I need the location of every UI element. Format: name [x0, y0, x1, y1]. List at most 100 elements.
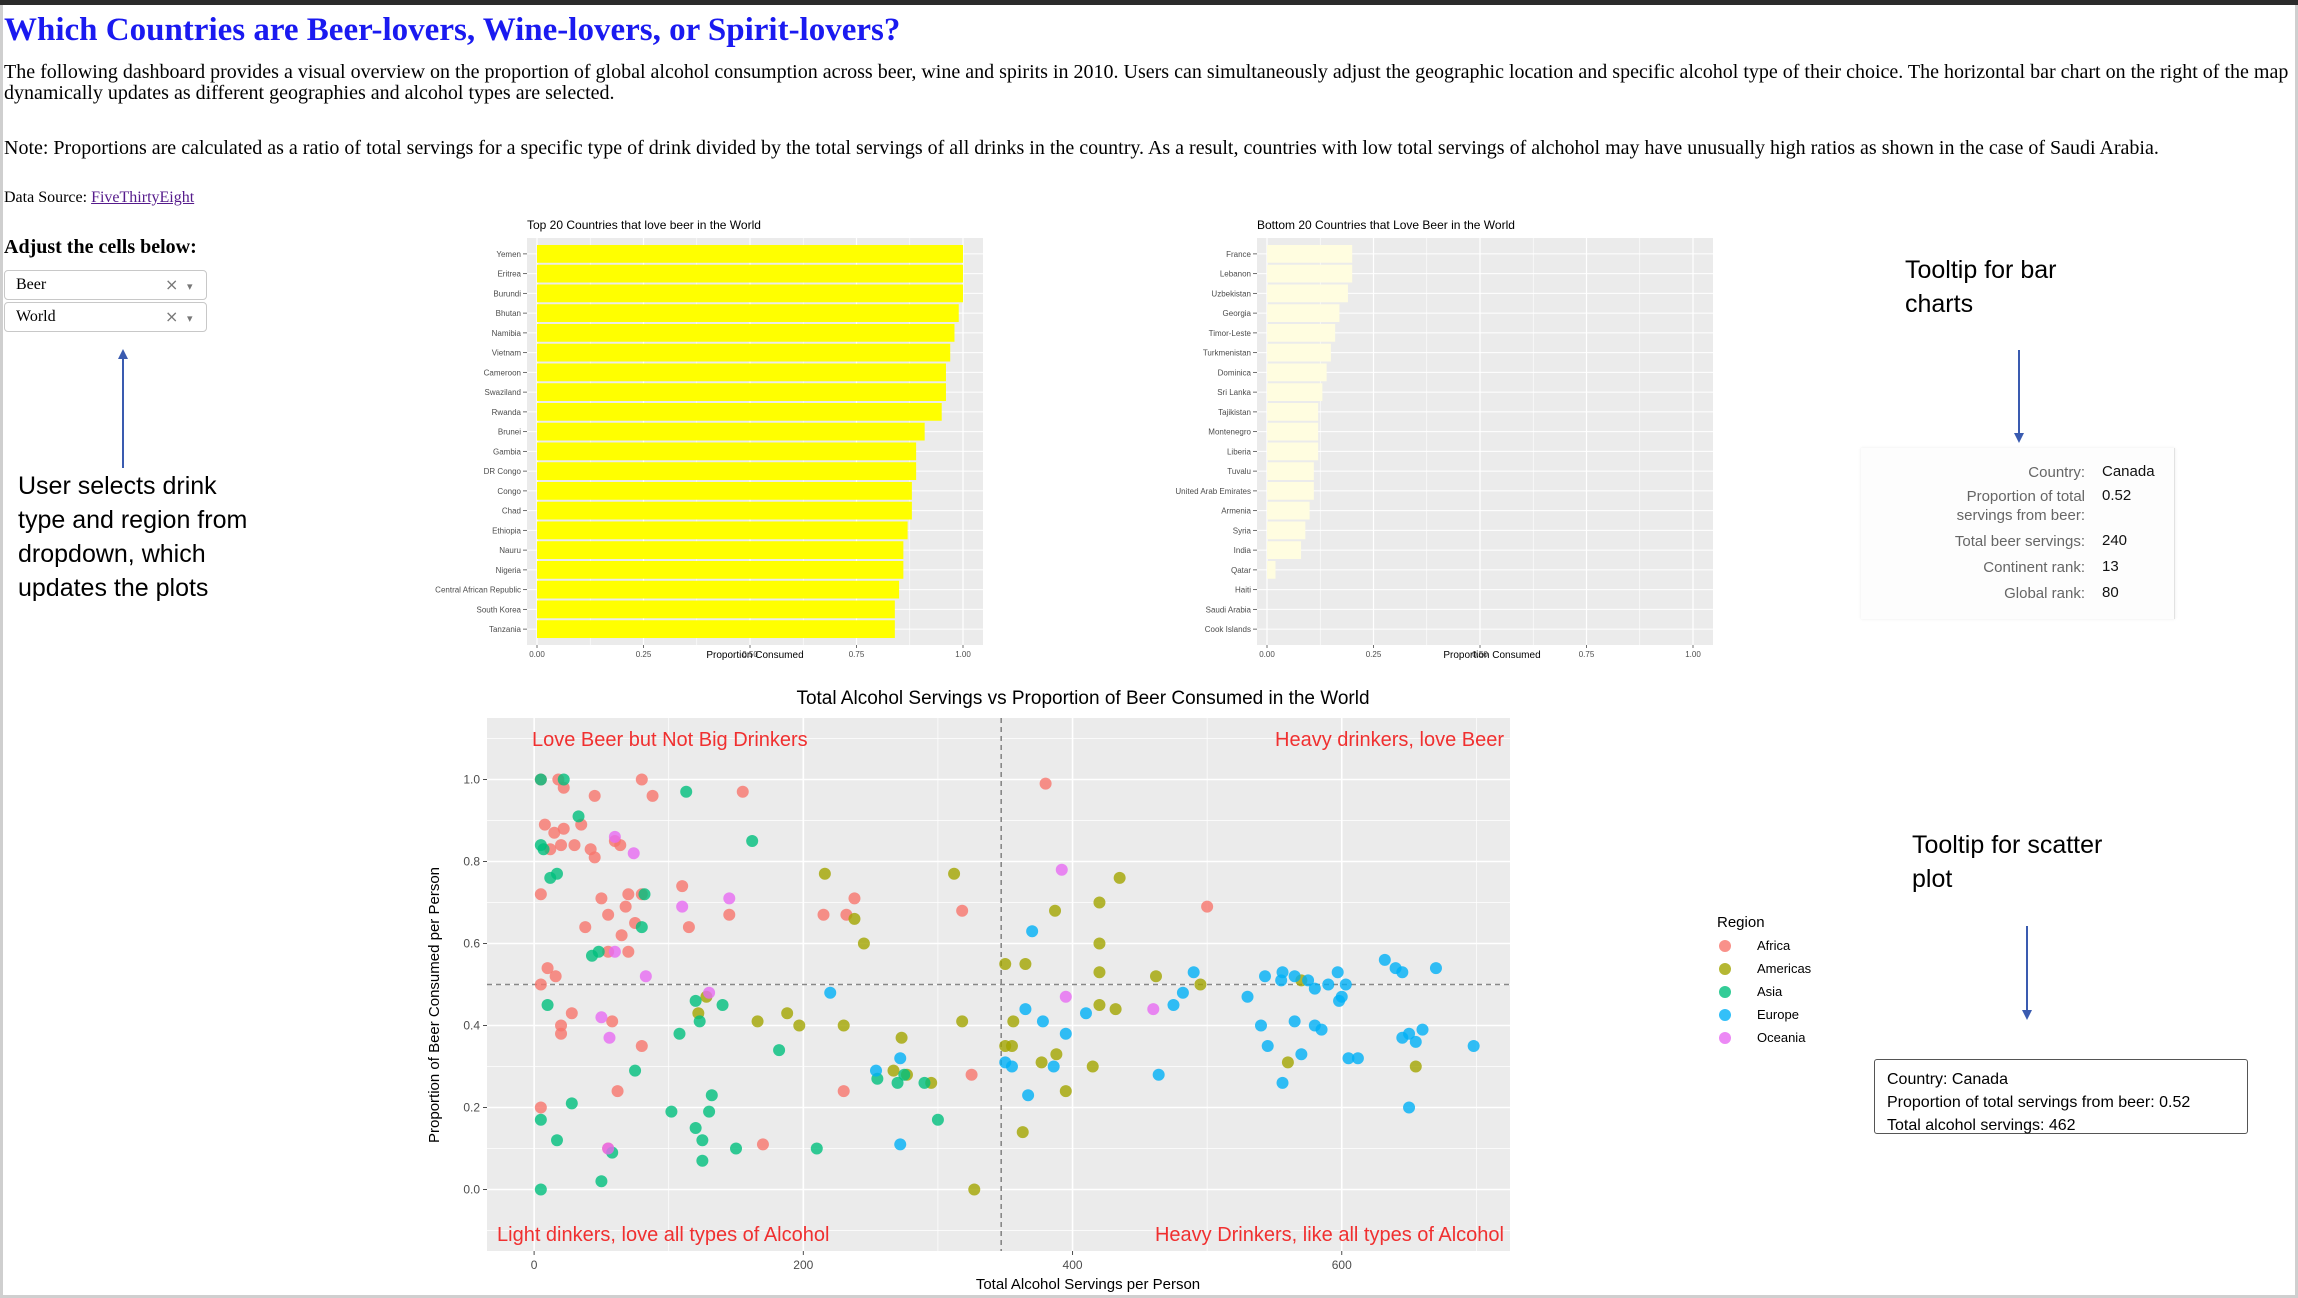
- data-point: [887, 1064, 900, 1077]
- category-label: Gambia: [493, 447, 522, 456]
- data-point: [1403, 1101, 1416, 1114]
- clear-region-icon[interactable]: ×: [165, 307, 179, 326]
- category-label: DR Congo: [484, 467, 522, 476]
- data-point: [837, 1085, 850, 1098]
- data-point: [602, 908, 615, 921]
- data-point: [746, 835, 759, 847]
- data-point: [931, 1113, 944, 1126]
- bar: [1267, 323, 1336, 342]
- data-point: [1007, 1015, 1020, 1028]
- chart-title: Top 20 Countries that love beer in the W…: [527, 218, 761, 232]
- data-source-link[interactable]: FiveThirtyEight: [91, 189, 195, 206]
- data-point: [1093, 999, 1106, 1011]
- category-label: Chad: [502, 507, 521, 516]
- bar: [537, 462, 917, 481]
- bar: [537, 620, 895, 639]
- region-select[interactable]: World × ▾: [4, 302, 207, 332]
- data-point: [572, 810, 585, 823]
- chevron-down-icon[interactable]: ▾: [187, 280, 193, 293]
- bar: [537, 442, 917, 461]
- data-point: [622, 888, 635, 901]
- data-point: [1288, 1015, 1301, 1028]
- bar: [537, 244, 963, 263]
- bar: [1267, 264, 1353, 283]
- data-point: [534, 888, 547, 901]
- clear-drink-icon[interactable]: ×: [165, 275, 179, 294]
- scatter-plot: Total Alcohol Servings vs Proportion of …: [426, 688, 1812, 1293]
- chevron-down-icon[interactable]: ▾: [187, 312, 193, 325]
- data-point: [751, 1015, 764, 1028]
- data-point: [608, 830, 621, 843]
- data-point: [696, 1134, 709, 1147]
- x-tick-label: 200: [793, 1258, 813, 1272]
- category-label: Nauru: [499, 546, 521, 555]
- data-point: [629, 1064, 642, 1077]
- legend-label: Oceania: [1757, 1030, 1806, 1045]
- data-point: [1059, 990, 1072, 1003]
- data-point: [1079, 1007, 1092, 1020]
- category-label: United Arab Emirates: [1175, 487, 1251, 496]
- data-point: [627, 847, 640, 860]
- category-label: Georgia: [1223, 309, 1252, 318]
- data-point: [918, 1076, 931, 1089]
- data-point: [557, 822, 570, 835]
- category-label: Armenia: [1221, 507, 1251, 516]
- data-point: [588, 789, 601, 802]
- y-tick-label: 0.0: [463, 1183, 480, 1197]
- data-point: [588, 851, 601, 864]
- data-point: [1005, 1060, 1018, 1073]
- data-point: [606, 1015, 619, 1028]
- data-point: [548, 826, 561, 839]
- adjust-label: Adjust the cells below:: [4, 236, 197, 258]
- data-point: [1315, 1023, 1328, 1036]
- data-point: [1342, 1052, 1355, 1065]
- category-label: Tajikistan: [1218, 408, 1251, 417]
- category-label: Cameroon: [484, 368, 521, 377]
- data-point: [716, 999, 729, 1011]
- data-point: [1194, 978, 1207, 991]
- data-point: [689, 1122, 702, 1134]
- tooltip-value: 80: [2102, 584, 2119, 601]
- data-point: [837, 1019, 850, 1032]
- category-label: Liberia: [1227, 447, 1252, 456]
- data-point: [1378, 953, 1391, 966]
- data-point: [557, 773, 570, 786]
- data-point: [948, 867, 961, 880]
- data-point: [568, 839, 581, 852]
- bar: [537, 580, 900, 599]
- data-point: [1308, 982, 1321, 995]
- tooltip-key: Continent rank:: [1983, 559, 2085, 576]
- data-point: [999, 958, 1012, 970]
- bar: [537, 343, 951, 362]
- category-label: Turkmenistan: [1203, 349, 1251, 358]
- data-point: [956, 1015, 969, 1028]
- data-point: [1396, 966, 1409, 979]
- data-point: [646, 789, 659, 802]
- data-point: [1086, 1060, 1099, 1073]
- data-point: [1187, 966, 1200, 979]
- x-tick-label: 1.00: [955, 650, 971, 659]
- data-point: [639, 970, 652, 983]
- annotation-scatter-tooltip: Tooltip for scatter plot: [1912, 831, 2103, 893]
- data-point: [1276, 1076, 1289, 1089]
- data-point: [705, 1089, 718, 1102]
- category-label: Rwanda: [492, 408, 522, 417]
- data-point: [1113, 871, 1126, 884]
- data-point: [723, 908, 736, 921]
- bar: [537, 560, 904, 579]
- top-border: [0, 0, 2298, 5]
- quadrant-label-bottom-right: Heavy Drinkers, like all types of Alcoho…: [1155, 1224, 1504, 1246]
- bar: [1267, 442, 1319, 461]
- drink-type-select[interactable]: Beer × ▾: [4, 270, 207, 300]
- bar: [1267, 422, 1319, 441]
- data-point: [1147, 1003, 1160, 1016]
- data-point: [549, 970, 562, 983]
- data-point: [682, 921, 695, 934]
- data-point: [898, 1068, 911, 1081]
- data-point: [1276, 966, 1289, 979]
- bar: [1267, 541, 1302, 560]
- data-point: [579, 921, 592, 934]
- data-point: [1241, 990, 1254, 1003]
- data-point: [894, 1138, 907, 1151]
